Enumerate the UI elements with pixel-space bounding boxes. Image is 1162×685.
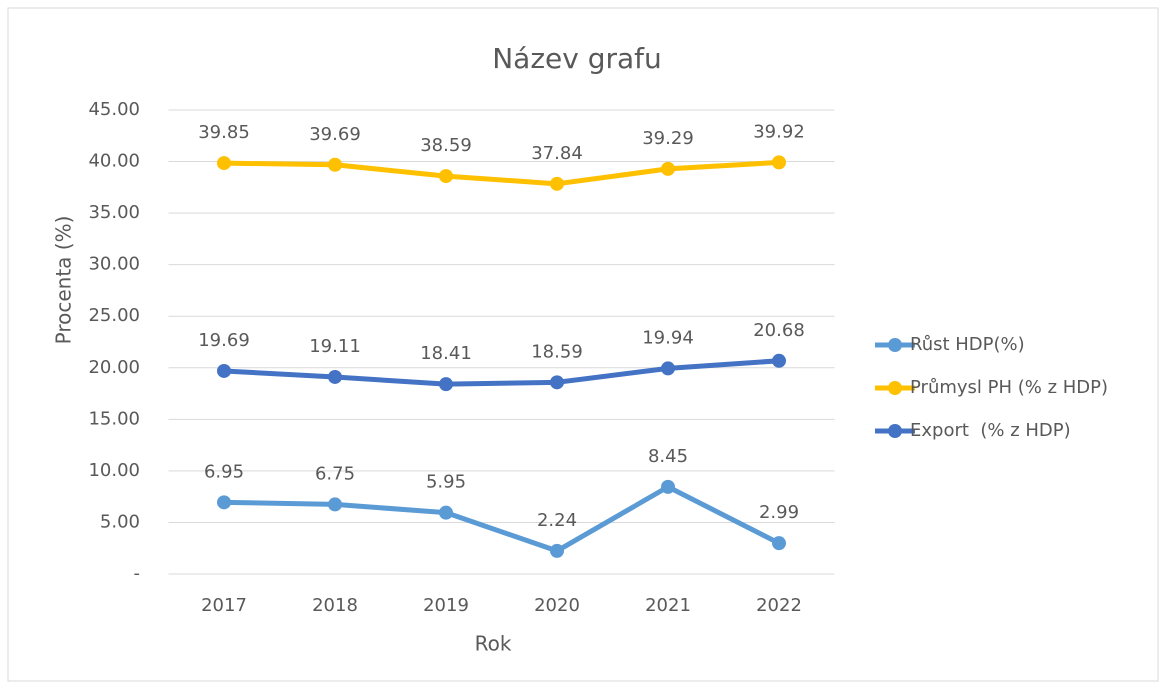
series-line: [221, 484, 782, 554]
y-axis-label: Procenta (%): [52, 216, 76, 345]
y-tick-label: 20.00: [88, 357, 140, 378]
x-tick-label: 2021: [645, 595, 691, 616]
data-label: 8.45: [648, 446, 688, 467]
point: [550, 543, 564, 558]
data-label: 19.94: [642, 327, 694, 348]
point: [772, 353, 786, 368]
x-tick-label: 2022: [756, 595, 802, 616]
chart-frame: [7, 7, 1159, 682]
data-label: 6.75: [315, 463, 355, 484]
y-tick-label: 15.00: [88, 408, 140, 429]
point: [772, 155, 786, 170]
y-tick-label: 35.00: [88, 202, 140, 223]
data-label: 39.85: [198, 122, 250, 143]
data-label: 6.95: [204, 461, 244, 482]
legend-label: Průmysl PH (% z HDP): [910, 377, 1108, 398]
y-tick-label: 25.00: [88, 305, 140, 326]
point: [217, 495, 231, 510]
point: [772, 536, 786, 551]
series-line: [221, 159, 782, 187]
data-label: 19.69: [198, 330, 250, 351]
y-tick-label: 10.00: [88, 460, 140, 481]
data-label: 38.59: [420, 135, 472, 156]
point: [328, 157, 342, 172]
data-label: 2.24: [537, 510, 577, 531]
legend-marker: [888, 424, 902, 438]
series-line: [221, 358, 782, 387]
data-label: 2.99: [759, 502, 799, 523]
data-label: 37.84: [531, 143, 583, 164]
data-label: 18.59: [531, 341, 583, 362]
legend-label: Export (% z HDP): [910, 420, 1071, 441]
y-tick-label: 5.00: [100, 511, 140, 532]
x-tick-label: 2019: [423, 595, 469, 616]
legend-label: Růst HDP(%): [910, 334, 1025, 355]
y-tick-label: 45.00: [88, 99, 140, 120]
point: [217, 363, 231, 378]
point: [439, 377, 453, 392]
point: [550, 375, 564, 390]
point: [439, 505, 453, 520]
point: [550, 176, 564, 191]
point: [217, 156, 231, 171]
y-tick-label: -: [134, 563, 141, 584]
legend-marker: [888, 338, 902, 352]
x-tick-label: 2017: [201, 595, 247, 616]
point: [661, 361, 675, 376]
data-label: 39.29: [642, 128, 694, 149]
data-label: 20.68: [753, 320, 805, 341]
x-axis-label: Rok: [475, 632, 512, 656]
point: [439, 169, 453, 184]
y-tick-label: 40.00: [88, 151, 140, 172]
data-label: 19.11: [309, 336, 361, 357]
x-tick-label: 2018: [312, 595, 358, 616]
point: [661, 161, 675, 176]
chart-title: Název grafu: [492, 42, 662, 75]
point: [661, 479, 675, 494]
x-tick-label: 2020: [534, 595, 580, 616]
y-tick-label: 30.00: [88, 254, 140, 275]
data-label: 39.92: [753, 121, 805, 142]
data-label: 18.41: [420, 343, 472, 364]
data-label: 39.69: [309, 124, 361, 145]
point: [328, 369, 342, 384]
data-label: 5.95: [426, 472, 466, 493]
point: [328, 497, 342, 512]
legend-marker: [888, 381, 902, 395]
